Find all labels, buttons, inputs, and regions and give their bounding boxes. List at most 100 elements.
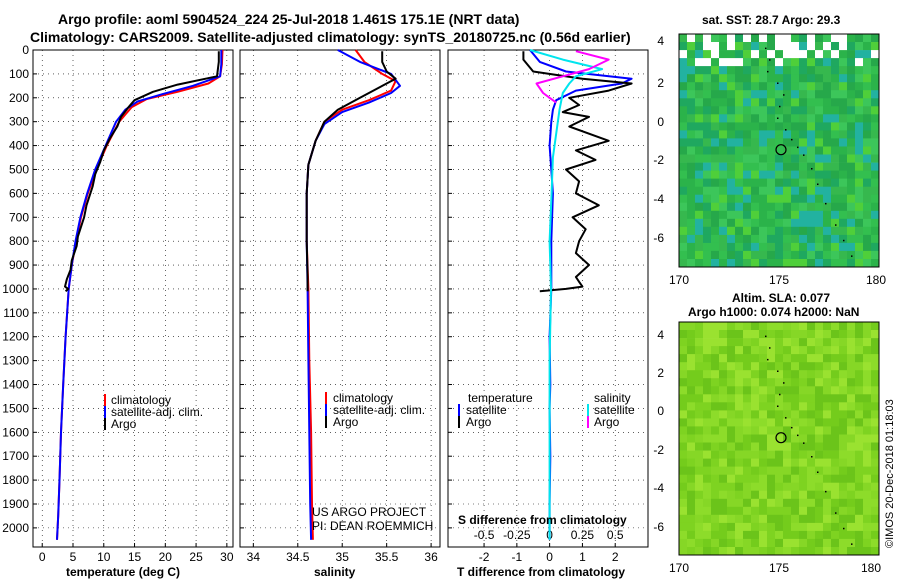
map-cell: [703, 194, 711, 204]
salinity-xtick-label: 36: [424, 550, 438, 564]
map-cell: [735, 354, 743, 363]
map-cell: [839, 122, 847, 131]
map-cell: [807, 226, 815, 236]
map-cell: [839, 362, 847, 371]
map-cell: [823, 162, 831, 171]
island-dot: [851, 543, 853, 545]
map-cell: [799, 386, 807, 395]
sst-map-title: sat. SST: 28.7 Argo: 29.3: [702, 13, 841, 27]
map-cell: [871, 362, 879, 371]
map-cell: [847, 322, 855, 331]
map-cell: [871, 82, 879, 91]
map-cell: [855, 114, 863, 123]
map-cell: [687, 66, 695, 75]
map-cell: [703, 418, 711, 427]
map-cell: [687, 354, 695, 363]
map-cell: [727, 330, 735, 339]
map-cell: [695, 242, 703, 252]
map-cell: [751, 114, 759, 123]
map-cell: [767, 66, 775, 75]
map-cell: [759, 370, 767, 379]
map-cell: [711, 74, 719, 83]
map-cell: [871, 418, 879, 427]
map-cell: [687, 402, 695, 411]
legend-satellite: satellite-adj. clim.: [111, 405, 203, 419]
map-cell: [783, 450, 791, 459]
map-cell: [735, 50, 743, 59]
map-cell: [727, 130, 735, 139]
map-cell: [831, 218, 839, 228]
map-cell: [695, 346, 703, 355]
map-cell: [863, 138, 871, 147]
map-cell: [687, 370, 695, 379]
map-cell: [823, 410, 831, 419]
map-cell: [871, 394, 879, 403]
map-cell: [799, 474, 807, 484]
map-cell: [783, 82, 791, 91]
map-cell: [695, 434, 703, 443]
map-cell: [855, 58, 863, 67]
map-cell: [679, 210, 687, 220]
map-cell: [687, 466, 695, 475]
map-cell: [791, 210, 799, 220]
map-cell: [695, 250, 703, 260]
map-cell: [815, 322, 823, 331]
map-cell: [807, 330, 815, 339]
map-cell: [719, 186, 727, 196]
map-cell: [863, 482, 871, 492]
map-cell: [743, 74, 751, 83]
depth-tick-label: 1200: [2, 330, 29, 344]
map-cell: [823, 378, 831, 387]
map-cell: [719, 386, 727, 395]
map-cell: [759, 154, 767, 163]
map-cell: [727, 58, 735, 67]
map-cell: [695, 34, 703, 43]
map-cell: [711, 259, 719, 268]
map-cell: [751, 202, 759, 212]
map-cell: [679, 410, 687, 419]
map-cell: [703, 259, 711, 268]
map-cell: [711, 530, 719, 540]
sla-xtick: 180: [861, 561, 881, 575]
legend-swatch-satellite: [325, 404, 327, 416]
map-cell: [687, 34, 695, 43]
map-cell: [839, 450, 847, 459]
map-cell: [871, 530, 879, 540]
depth-tick-label: 100: [9, 67, 29, 81]
map-cell: [791, 346, 799, 355]
island-dot: [851, 255, 853, 257]
map-cell: [759, 66, 767, 75]
map-cell: [783, 250, 791, 260]
map-cell: [775, 210, 783, 220]
map-cell: [695, 226, 703, 236]
map-cell: [735, 162, 743, 171]
map-cell: [863, 410, 871, 419]
map-cell: [847, 34, 855, 43]
map-cell: [799, 514, 807, 524]
map-cell: [695, 234, 703, 244]
map-cell: [703, 186, 711, 196]
depth-tick-label: 1100: [3, 306, 29, 320]
map-cell: [791, 362, 799, 371]
map-cell: [831, 42, 839, 51]
map-cell: [679, 498, 687, 508]
map-cell: [871, 450, 879, 459]
map-cell: [807, 210, 815, 220]
map-cell: [759, 547, 767, 556]
map-cell: [743, 490, 751, 500]
map-cell: [831, 98, 839, 107]
map-cell: [703, 378, 711, 387]
map-cell: [839, 338, 847, 347]
map-cell: [791, 170, 799, 179]
map-cell: [807, 218, 815, 228]
map-cell: [791, 114, 799, 123]
map-cell: [831, 242, 839, 252]
map-cell: [847, 386, 855, 395]
map-cell: [767, 74, 775, 83]
salinity-xtick-label: 35: [336, 550, 350, 564]
map-cell: [727, 410, 735, 419]
map-cell: [791, 482, 799, 492]
map-cell: [687, 50, 695, 59]
map-cell: [791, 178, 799, 187]
map-cell: [807, 482, 815, 492]
